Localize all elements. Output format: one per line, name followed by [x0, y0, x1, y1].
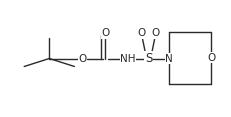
Text: O: O	[138, 28, 146, 38]
Text: N: N	[165, 53, 173, 64]
Text: O: O	[151, 28, 160, 38]
Text: NH: NH	[120, 53, 136, 64]
Text: O: O	[78, 53, 87, 64]
Text: S: S	[145, 52, 152, 65]
Text: O: O	[207, 53, 216, 63]
Text: O: O	[101, 28, 109, 38]
